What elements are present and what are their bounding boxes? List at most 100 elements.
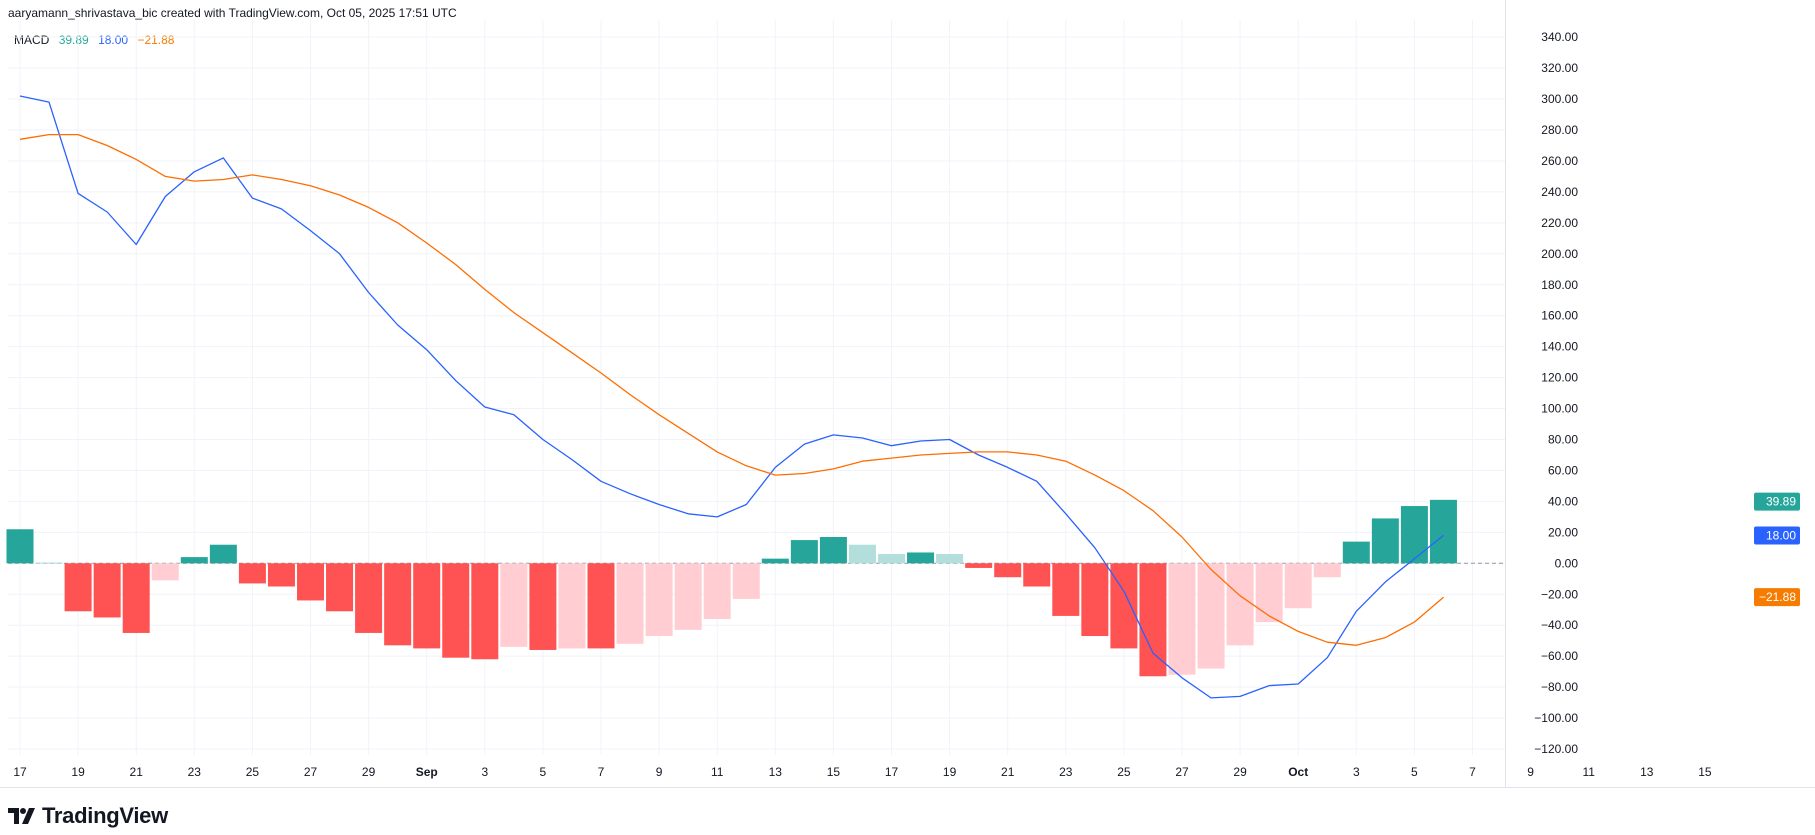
tradingview-logo-text: TradingView — [42, 803, 168, 828]
x-tick-label: 21 — [1001, 765, 1015, 779]
histogram-bar — [1371, 518, 1399, 564]
grid — [0, 0, 1815, 788]
legend-signal-value: 18.00 — [98, 33, 129, 47]
histogram-last-value-label-bg — [1754, 492, 1800, 511]
x-tick-label: 7 — [598, 765, 605, 779]
macd-last-value-label: 18.00 — [1766, 528, 1796, 542]
x-tick-label: 13 — [769, 765, 783, 779]
histogram-bar — [907, 552, 935, 564]
histogram-bar — [645, 563, 673, 637]
y-tick-label: −100.00 — [1534, 711, 1578, 725]
histogram-bar — [529, 563, 557, 650]
histogram-bar — [878, 554, 905, 564]
histogram-bar — [355, 563, 383, 633]
x-tick-label: 23 — [1059, 765, 1073, 779]
histogram-bar — [1255, 563, 1283, 623]
histogram-last-value-label: 39.89 — [1766, 495, 1796, 509]
x-tick-label: 3 — [1353, 765, 1360, 779]
y-tick-label: 100.00 — [1541, 402, 1578, 416]
x-tick-label: 21 — [130, 765, 144, 779]
x-tick-label: 23 — [188, 765, 202, 779]
histogram-bar — [6, 529, 34, 564]
histogram-bar — [326, 563, 354, 612]
histogram-bar — [1429, 499, 1457, 564]
line-series — [19, 95, 1444, 699]
histogram-bar — [1400, 506, 1428, 564]
macd-line — [19, 95, 1444, 699]
histogram-bar — [1342, 541, 1370, 564]
histogram-bar — [1081, 563, 1109, 637]
y-tick-label: 240.00 — [1541, 185, 1578, 199]
histogram-bar — [1284, 563, 1312, 609]
x-tick-label: 17 — [885, 765, 899, 779]
histogram-bar — [238, 563, 266, 584]
x-tick-label: 9 — [1527, 765, 1534, 779]
x-tick-label: 19 — [943, 765, 957, 779]
x-tick-label: 19 — [71, 765, 85, 779]
y-tick-label: 180.00 — [1541, 278, 1578, 292]
histogram-bar — [1226, 563, 1254, 646]
y-tick-label: 60.00 — [1548, 463, 1578, 477]
y-tick-label: 280.00 — [1541, 123, 1578, 137]
indicator-legend[interactable]: MACD 39.89 18.00 −21.88 — [14, 33, 180, 47]
legend-histogram-value: −21.88 — [137, 33, 175, 47]
histogram-bar — [500, 563, 528, 647]
time-axis[interactable]: 17 19 21 23 25 27 29 Sep 3 5 7 9 11 13 15 17 19 21 23 25 27 2… — [13, 765, 1712, 779]
signal-line — [19, 133, 1444, 646]
y-tick-label: 140.00 — [1541, 340, 1578, 354]
x-tick-label: 17 — [13, 765, 27, 779]
histogram-bar — [1197, 563, 1225, 669]
histogram-bar — [1139, 563, 1167, 677]
histogram-bar — [819, 536, 847, 564]
x-tick-label: 7 — [1469, 765, 1476, 779]
histogram-bar — [180, 557, 208, 564]
x-tick-label: 13 — [1640, 765, 1654, 779]
x-tick-label: 5 — [1411, 765, 1418, 779]
histogram-bar — [267, 563, 295, 587]
price-axis[interactable]: 340.00 320.00 300.00 280.00 260.00 240.00 220.… — [1534, 30, 1578, 756]
histogram-bar — [151, 563, 179, 581]
signal-last-value-label-bg — [1754, 588, 1800, 607]
histogram-bar — [384, 563, 412, 646]
histogram-bar — [413, 563, 441, 649]
histogram-bar — [965, 563, 993, 568]
tradingview-logo-icon — [8, 808, 35, 824]
y-tick-label: 80.00 — [1548, 433, 1578, 447]
y-tick-label: −120.00 — [1534, 742, 1578, 756]
legend-macd-value: 39.89 — [58, 33, 89, 47]
histogram-bar — [1313, 563, 1341, 578]
x-tick-label: 15 — [1698, 765, 1712, 779]
x-tick-label: 27 — [1175, 765, 1189, 779]
tradingview-logo[interactable]: TradingView — [8, 803, 168, 829]
histogram-series — [6, 499, 1457, 677]
signal-last-value-label: −21.88 — [1759, 590, 1796, 604]
y-tick-label: −80.00 — [1541, 680, 1578, 694]
x-tick-label: 29 — [1233, 765, 1247, 779]
y-tick-label: 320.00 — [1541, 61, 1578, 75]
histogram-bar — [848, 544, 876, 564]
y-tick-label: 160.00 — [1541, 309, 1578, 323]
y-tick-label: 300.00 — [1541, 92, 1578, 106]
x-tick-label: 5 — [540, 765, 547, 779]
histogram-bar — [732, 563, 760, 599]
histogram-bar — [297, 563, 324, 601]
y-tick-label: 200.00 — [1541, 247, 1578, 261]
histogram-bar — [1052, 563, 1080, 616]
histogram-bar — [1168, 563, 1196, 675]
histogram-bar — [587, 563, 615, 649]
x-tick-label: 25 — [246, 765, 260, 779]
y-tick-label: −20.00 — [1541, 587, 1578, 601]
x-tick-label: Oct — [1288, 765, 1308, 779]
x-tick-label: 11 — [711, 765, 724, 779]
y-tick-label: 20.00 — [1548, 525, 1578, 539]
x-tick-label: 9 — [656, 765, 663, 779]
histogram-bar — [674, 563, 702, 630]
x-tick-label: 25 — [1117, 765, 1131, 779]
histogram-bar — [93, 563, 121, 618]
last-value-labels: 39.89 18.00 −21.88 — [1754, 492, 1800, 607]
histogram-bar — [558, 563, 586, 649]
histogram-bar — [122, 563, 150, 633]
histogram-bar — [209, 544, 237, 564]
histogram-bar — [936, 554, 964, 564]
